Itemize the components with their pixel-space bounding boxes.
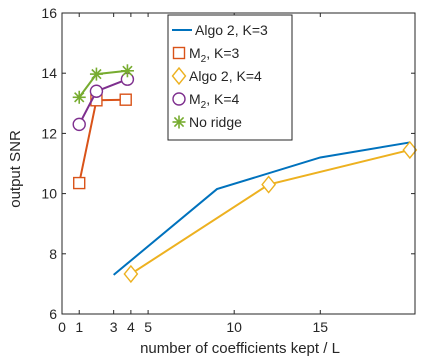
series-line-1 bbox=[113, 141, 410, 276]
legend: Algo 2, K=3 M2, K=3 Algo 2, K=4 M2, K=4 No r… bbox=[167, 14, 293, 141]
legend-label: Algo 2, K=4 bbox=[189, 68, 262, 84]
y-tick-label: 10 bbox=[41, 186, 57, 202]
series-line-3 bbox=[130, 148, 411, 275]
x-tick-label: 3 bbox=[110, 319, 118, 335]
data-point-series-5 bbox=[89, 67, 103, 81]
data-point-series-5 bbox=[120, 64, 134, 78]
legend-entry: Algo 2, K=4 bbox=[171, 66, 262, 86]
y-tick-label: 6 bbox=[49, 306, 57, 322]
y-axis-label: output SNR bbox=[7, 130, 24, 208]
series-line-5 bbox=[78, 69, 128, 98]
x-tick-label: 10 bbox=[226, 319, 242, 335]
asterisk-stroke bbox=[173, 116, 185, 128]
x-tick-label: 5 bbox=[144, 319, 152, 335]
x-tick-label: 0 bbox=[58, 319, 66, 335]
asterisk-stroke bbox=[91, 68, 102, 80]
legend-label: No ridge bbox=[189, 114, 242, 130]
legend-entry: Algo 2, K=3 bbox=[172, 22, 268, 38]
legend-label: Algo 2, K=3 bbox=[195, 22, 268, 38]
legend-marker bbox=[172, 46, 186, 60]
legend-label: M2, K=4 bbox=[189, 91, 240, 111]
data-point-series-3 bbox=[402, 140, 418, 160]
legend-entry: No ridge bbox=[172, 114, 242, 130]
asterisk-stroke bbox=[74, 92, 85, 103]
x-tick-label: 15 bbox=[313, 319, 329, 335]
x-tick-label: 1 bbox=[75, 319, 83, 335]
legend-marker bbox=[172, 92, 186, 106]
y-tick-label: 8 bbox=[49, 246, 57, 262]
y-tick-label: 14 bbox=[41, 65, 57, 81]
y-tick-label: 16 bbox=[41, 5, 57, 21]
asterisk-stroke bbox=[122, 65, 133, 76]
x-axis-label: number of coefficients kept / L bbox=[140, 340, 340, 357]
legend-box bbox=[167, 14, 293, 141]
data-point-series-4 bbox=[72, 117, 86, 132]
y-tick-label: 12 bbox=[41, 125, 57, 141]
data-point-series-2 bbox=[119, 93, 132, 106]
axes-box bbox=[61, 12, 416, 315]
legend-marker bbox=[172, 115, 186, 129]
legend-entry: M2, K=4 bbox=[172, 91, 240, 111]
data-point-series-2 bbox=[73, 176, 86, 190]
data-point-series-3 bbox=[261, 175, 277, 194]
plot-area bbox=[72, 64, 418, 284]
x-tick-label: 4 bbox=[127, 319, 135, 335]
data-point-series-4 bbox=[89, 84, 104, 98]
data-point-series-5 bbox=[72, 90, 86, 104]
legend-label: M2, K=3 bbox=[189, 45, 240, 65]
legend-marker bbox=[171, 66, 187, 86]
legend-entry: M2, K=3 bbox=[172, 45, 240, 65]
data-point-series-3 bbox=[123, 264, 139, 284]
axes: 0 1 3 4 5 10 15 6 8 10 12 14 16 bbox=[41, 5, 416, 335]
